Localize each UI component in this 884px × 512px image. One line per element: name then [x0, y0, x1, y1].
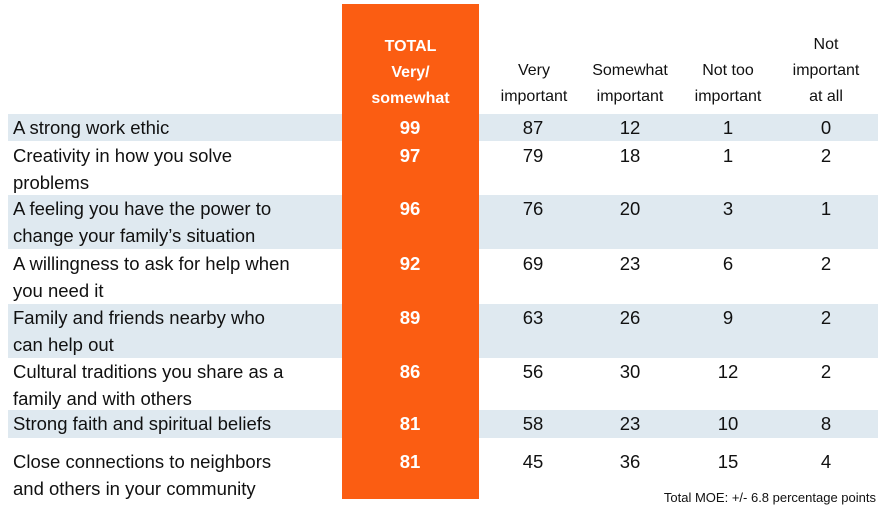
footnote: Total MOE: +/- 6.8 percentage points — [663, 490, 876, 505]
value-cell: 45 — [522, 451, 544, 472]
row-label: Close connections to neighbors and others… — [13, 448, 333, 502]
row-label: A feeling you have the power to change yo… — [13, 195, 333, 249]
total-value-cell: 81 — [399, 451, 421, 472]
header-total-line: TOTAL — [384, 38, 437, 55]
row-label-line: A willingness to ask for help when — [13, 253, 290, 274]
value-cell: 0 — [820, 117, 832, 138]
total-value-cell: 96 — [399, 198, 421, 219]
value-cell: 23 — [619, 253, 641, 274]
row-label-line: Cultural traditions you share as a — [13, 361, 284, 382]
header-line: Somewhat — [592, 62, 668, 79]
row-label-line: you need it — [13, 280, 104, 301]
header-total-line: Very/ — [391, 64, 430, 81]
value-cell: 23 — [619, 413, 641, 434]
total-value-cell: 99 — [399, 117, 421, 138]
row-label-line: and others in your community — [13, 478, 256, 499]
value-cell: 2 — [820, 361, 832, 382]
value-cell: 1 — [722, 117, 734, 138]
total-value-cell: 86 — [399, 361, 421, 382]
value-cell: 6 — [722, 253, 734, 274]
value-cell: 56 — [522, 361, 544, 382]
header-total-line: somewhat — [371, 90, 450, 107]
value-cell: 63 — [522, 307, 544, 328]
value-cell: 15 — [717, 451, 739, 472]
row-label-line: family and with others — [13, 388, 192, 409]
value-cell: 79 — [522, 145, 544, 166]
value-cell: 26 — [619, 307, 641, 328]
header-line: Very — [517, 62, 550, 79]
value-cell: 36 — [619, 451, 641, 472]
row-label: Creativity in how you solve problems — [13, 142, 333, 196]
row-label: Family and friends nearby who can help ou… — [13, 304, 333, 358]
value-cell: 30 — [619, 361, 641, 382]
value-cell: 2 — [820, 145, 832, 166]
header-line: at all — [809, 88, 843, 105]
row-label: A strong work ethic — [13, 114, 333, 141]
value-cell: 2 — [820, 307, 832, 328]
value-cell: 12 — [619, 117, 641, 138]
value-cell: 4 — [820, 451, 832, 472]
value-cell: 10 — [717, 413, 739, 434]
header-line: important — [596, 88, 664, 105]
value-cell: 58 — [522, 413, 544, 434]
row-label-line: Family and friends nearby who — [13, 307, 265, 328]
header-total: TOTAL Very/ somewhat — [342, 34, 479, 112]
value-cell: 2 — [820, 253, 832, 274]
value-cell: 1 — [820, 198, 832, 219]
header-line: important — [792, 62, 860, 79]
header-line: important — [694, 88, 762, 105]
header-very-important: Very important — [486, 58, 582, 110]
value-cell: 69 — [522, 253, 544, 274]
total-value-cell: 97 — [399, 145, 421, 166]
value-cell: 76 — [522, 198, 544, 219]
total-value-cell: 89 — [399, 307, 421, 328]
row-label-line: A feeling you have the power to — [13, 198, 272, 219]
row-label-line: Creativity in how you solve — [13, 145, 233, 166]
row-label: A willingness to ask for help when you ne… — [13, 250, 333, 304]
row-label-line: Strong faith and spiritual beliefs — [13, 413, 272, 434]
row-label-line: change your family’s situation — [13, 225, 256, 246]
value-cell: 8 — [820, 413, 832, 434]
header-line: Not too — [702, 62, 754, 79]
header-not-important-at-all: Not important at all — [778, 32, 874, 110]
value-cell: 1 — [722, 145, 734, 166]
value-cell: 20 — [619, 198, 641, 219]
total-value-cell: 81 — [399, 413, 421, 434]
row-label: Cultural traditions you share as a family… — [13, 358, 333, 412]
row-label-line: can help out — [13, 334, 114, 355]
row-label-line: A strong work ethic — [13, 117, 170, 138]
value-cell: 18 — [619, 145, 641, 166]
row-label-line: problems — [13, 172, 90, 193]
total-column-highlight — [342, 4, 479, 499]
row-label-line: Close connections to neighbors — [13, 451, 272, 472]
total-value-cell: 92 — [399, 253, 421, 274]
header-somewhat-important: Somewhat important — [582, 58, 678, 110]
header-line: Not — [813, 36, 839, 53]
header-not-too-important: Not too important — [680, 58, 776, 110]
row-label: Strong faith and spiritual beliefs — [13, 410, 333, 437]
value-cell: 9 — [722, 307, 734, 328]
value-cell: 3 — [722, 198, 734, 219]
value-cell: 87 — [522, 117, 544, 138]
header-line: important — [500, 88, 568, 105]
value-cell: 12 — [717, 361, 739, 382]
